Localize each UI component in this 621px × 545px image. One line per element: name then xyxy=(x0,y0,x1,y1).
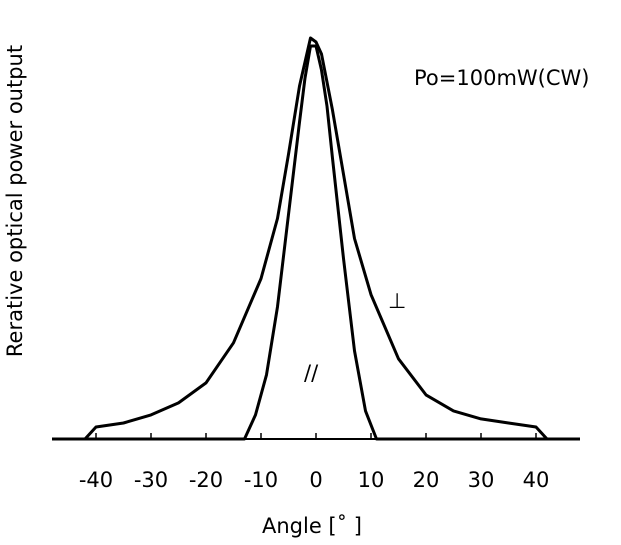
x-tick-label: 30 xyxy=(468,468,495,492)
x-ticks: -40 -30 -20 -10 0 10 20 30 40 xyxy=(79,433,550,492)
x-tick-label: -30 xyxy=(134,468,168,492)
series-parallel-line xyxy=(52,44,580,441)
x-tick-label: -10 xyxy=(244,468,278,492)
x-axis-title: Angle [˚ ] xyxy=(262,514,362,538)
y-axis-title: Rerative optical power output xyxy=(3,45,27,357)
x-tick-label: 0 xyxy=(309,468,322,492)
x-tick-label: 10 xyxy=(358,468,385,492)
x-tick-label: 20 xyxy=(413,468,440,492)
parallel-label: // xyxy=(304,361,319,385)
series-group xyxy=(52,36,580,441)
condition-annotation: Po=100mW(CW) xyxy=(414,66,589,90)
series-perpendicular-line xyxy=(52,36,580,441)
x-tick-label: -40 xyxy=(79,468,113,492)
x-tick-label: -20 xyxy=(189,468,223,492)
perpendicular-label: ⊥ xyxy=(388,289,406,313)
x-tick-label: 40 xyxy=(523,468,550,492)
